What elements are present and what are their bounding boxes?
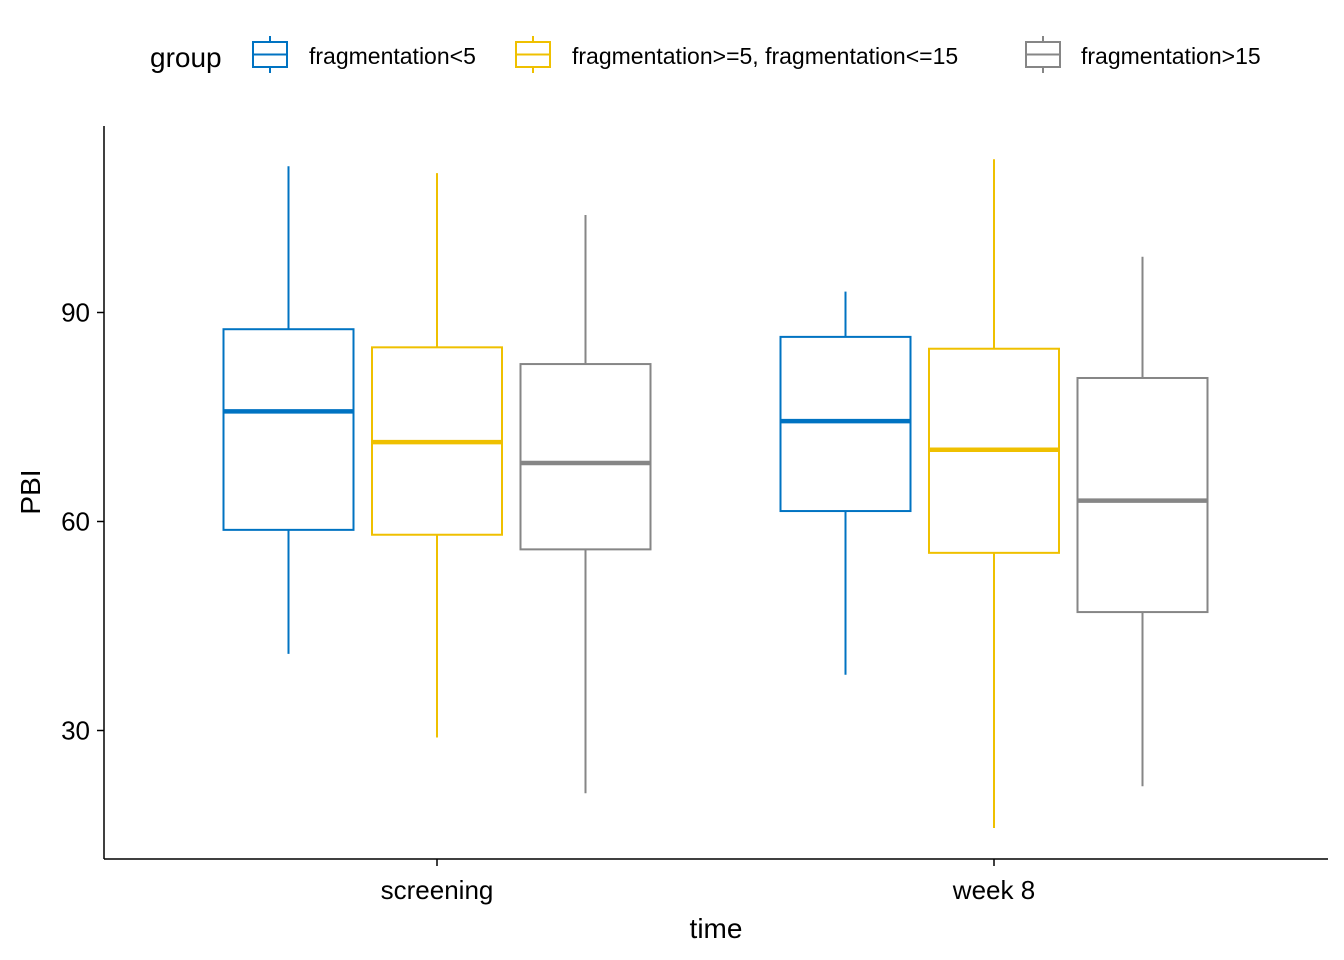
box-screening-2 <box>371 173 503 738</box>
box-week-8-3 <box>1076 256 1209 787</box>
x-axis-title: time <box>690 913 743 944</box>
legend: group fragmentation<5 fragmentation>=5, f… <box>150 36 1261 73</box>
legend-key-2 <box>515 36 551 73</box>
iqr-box <box>779 335 912 513</box>
box-week-8-2 <box>928 159 1060 829</box>
y-axis-title: PBI <box>15 469 46 514</box>
box-screening-1 <box>222 166 355 654</box>
y-tick-label: 90 <box>61 298 90 328</box>
legend-key-3 <box>1025 36 1061 73</box>
plot-area: 30 60 90 screening week 8 <box>61 126 1328 905</box>
legend-key-1 <box>252 36 288 73</box>
legend-label-1: fragmentation<5 <box>309 43 476 69</box>
iqr-box <box>1076 376 1209 614</box>
legend-label-2: fragmentation>=5, fragmentation<=15 <box>572 43 958 69</box>
legend-title: group <box>150 42 222 73</box>
box-week-8-1 <box>779 291 912 675</box>
y-axis-ticks: 30 60 90 <box>61 298 104 746</box>
boxes <box>222 159 1209 829</box>
x-tick-label: week 8 <box>952 875 1035 905</box>
iqr-box <box>222 328 355 531</box>
box-screening-3 <box>519 214 652 794</box>
x-tick-label: screening <box>381 875 494 905</box>
x-axis-ticks: screening week 8 <box>381 859 1035 905</box>
y-tick-label: 60 <box>61 507 90 537</box>
y-tick-label: 30 <box>61 716 90 746</box>
legend-label-3: fragmentation>15 <box>1081 43 1261 69</box>
iqr-box <box>519 363 652 551</box>
legend-items: fragmentation<5 fragmentation>=5, fragmen… <box>252 36 1261 73</box>
